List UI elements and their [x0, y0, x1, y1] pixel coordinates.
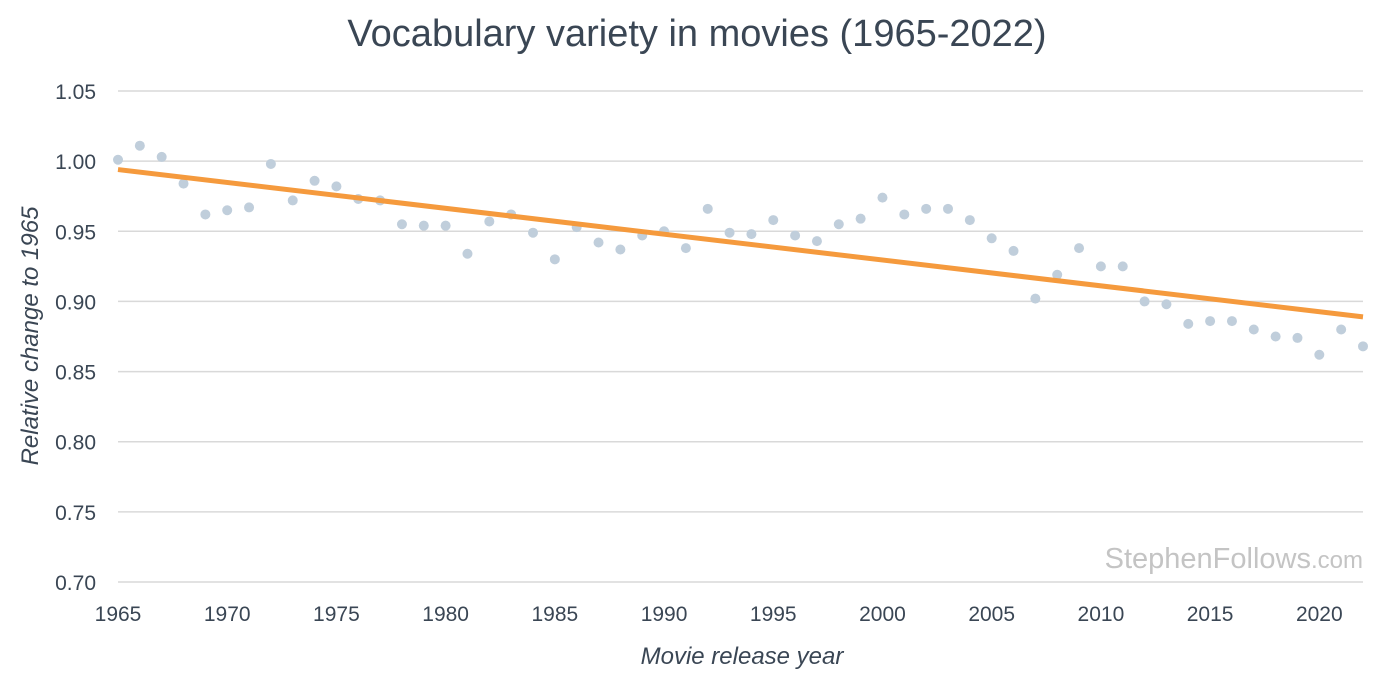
data-point — [680, 243, 691, 254]
x-axis-ticks: 1965 1970 1975 1980 1985 1990 1995 2000 2005 2010… — [95, 603, 1343, 626]
data-point — [855, 213, 866, 224]
x-tick-label: 2010 — [1078, 603, 1125, 626]
data-point — [331, 181, 342, 192]
data-point — [549, 254, 560, 265]
data-point — [178, 178, 189, 189]
y-tick-label: 0.95 — [55, 221, 96, 244]
data-point — [1183, 318, 1194, 329]
trendline-group — [117, 167, 1364, 320]
data-point — [790, 230, 801, 241]
watermark: StephenFollows.com — [1105, 543, 1363, 575]
data-point — [1161, 299, 1172, 310]
x-axis-label: Movie release year — [641, 643, 845, 670]
x-tick-label: 2005 — [968, 603, 1015, 626]
y-tick-label: 0.85 — [55, 362, 96, 385]
y-tick-label: 0.80 — [55, 432, 96, 455]
data-point — [113, 154, 123, 165]
x-tick-label: 1965 — [95, 603, 142, 626]
data-point — [615, 244, 626, 255]
y-tick-label: 1.05 — [55, 81, 96, 104]
x-tick-label: 1975 — [313, 603, 360, 626]
data-points — [113, 140, 1368, 360]
data-point — [724, 227, 735, 238]
data-point — [877, 192, 888, 203]
data-point — [1358, 341, 1368, 352]
x-tick-label: 2020 — [1296, 603, 1343, 626]
data-point — [1117, 261, 1128, 272]
data-point — [418, 220, 429, 231]
data-point — [1270, 331, 1281, 342]
y-tick-label: 1.00 — [55, 151, 96, 174]
data-point — [1314, 349, 1325, 360]
data-point — [222, 205, 233, 216]
data-point — [244, 202, 255, 213]
data-point — [1226, 316, 1237, 327]
data-point — [899, 209, 910, 220]
x-tick-label: 1985 — [531, 603, 578, 626]
data-point — [964, 215, 975, 226]
data-point — [1336, 324, 1347, 335]
data-point — [265, 158, 276, 169]
data-point — [1052, 269, 1063, 280]
y-tick-label: 0.70 — [55, 572, 96, 595]
data-point — [1205, 316, 1216, 327]
data-point — [1248, 324, 1259, 335]
y-tick-label: 0.75 — [55, 502, 96, 525]
data-point — [593, 237, 604, 248]
data-point — [1008, 245, 1019, 256]
x-tick-label: 1970 — [204, 603, 251, 626]
data-point — [746, 229, 757, 240]
x-tick-label: 2000 — [859, 603, 906, 626]
data-point — [440, 220, 451, 231]
x-tick-label: 1995 — [750, 603, 797, 626]
trendline — [117, 167, 1364, 320]
data-point — [1030, 293, 1041, 304]
data-point — [811, 236, 822, 247]
y-tick-label: 0.90 — [55, 291, 96, 314]
data-point — [986, 233, 997, 244]
x-tick-label: 2015 — [1187, 603, 1234, 626]
data-point — [396, 219, 407, 230]
data-point — [833, 219, 844, 230]
data-point — [702, 203, 713, 214]
data-point — [462, 248, 473, 259]
watermark-suffix: .com — [1311, 547, 1363, 574]
data-point — [200, 209, 211, 220]
gridlines — [118, 90, 1363, 583]
data-point — [309, 175, 320, 186]
data-point — [1074, 243, 1085, 254]
y-axis-label: Relative change to 1965 — [17, 206, 44, 466]
x-tick-label: 1990 — [641, 603, 688, 626]
chart-title: Vocabulary variety in movies (1965-2022) — [347, 13, 1046, 55]
data-point — [1139, 296, 1150, 307]
data-point — [1292, 332, 1303, 343]
data-point — [528, 227, 538, 238]
data-point — [768, 215, 779, 226]
x-tick-label: 1980 — [422, 603, 469, 626]
y-axis-ticks: 0.70 0.75 0.80 0.85 0.90 0.95 1.00 1.05 — [55, 81, 96, 595]
data-point — [134, 140, 145, 151]
data-point — [943, 203, 953, 214]
data-point — [287, 195, 298, 206]
data-point — [484, 216, 495, 227]
data-point — [921, 203, 932, 214]
watermark-main: StephenFollows — [1105, 543, 1311, 575]
data-point — [156, 151, 167, 162]
data-point — [1095, 261, 1106, 272]
